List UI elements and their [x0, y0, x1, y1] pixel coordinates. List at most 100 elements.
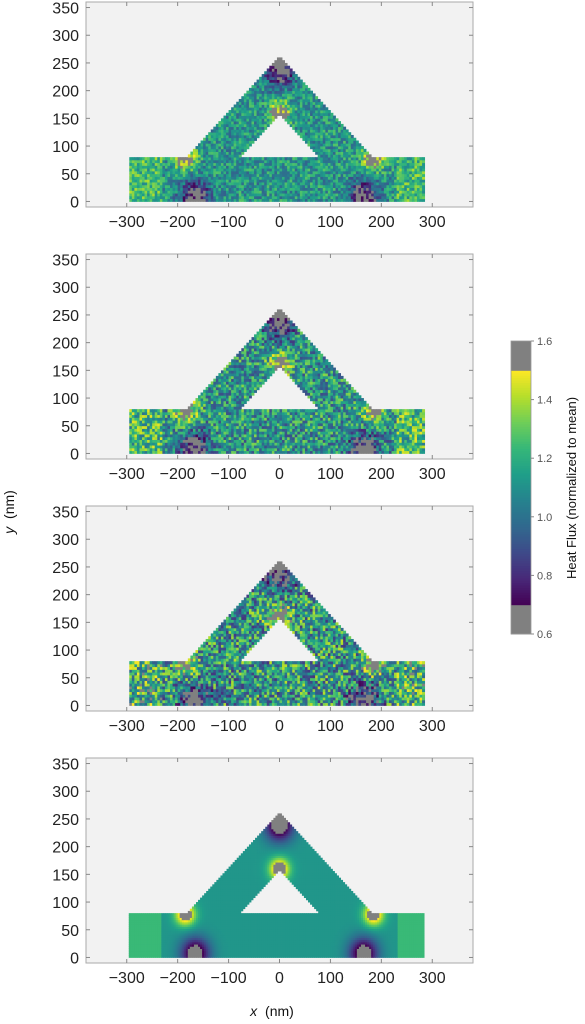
heat-cell: [246, 162, 250, 166]
heat-cell: [246, 345, 250, 349]
heat-cell: [282, 184, 285, 189]
heat-cell: [276, 195, 280, 200]
heat-cell: [287, 82, 291, 86]
heat-cell: [256, 384, 260, 388]
heat-cell: [322, 176, 326, 180]
heat-cell: [205, 425, 209, 429]
heat-cell: [231, 154, 235, 158]
heat-cell: [289, 375, 293, 380]
heat-cell: [266, 195, 270, 200]
heat-cell: [210, 195, 214, 200]
heat-cell: [256, 90, 260, 94]
heat-cell: [297, 79, 301, 83]
heat-cell: [338, 154, 342, 158]
heat-cell: [228, 110, 232, 114]
heat-cell: [366, 198, 370, 202]
heat-cell: [144, 165, 148, 169]
heat-cell: [279, 110, 283, 114]
heat-cell: [388, 176, 392, 180]
heat-cell: [276, 173, 280, 177]
heat-cell: [200, 403, 204, 407]
heat-cell: [304, 384, 308, 388]
heat-cell: [269, 85, 273, 89]
heat-cell: [264, 447, 268, 452]
heat-cell: [164, 168, 168, 172]
heat-cell: [157, 417, 161, 421]
heat-cell: [147, 193, 151, 197]
heat-cell: [198, 148, 201, 152]
heat-cell: [261, 381, 265, 385]
heat-cell: [226, 400, 229, 404]
heat-cell: [254, 434, 257, 438]
heat-cell: [292, 334, 296, 338]
heat-cell: [304, 364, 308, 368]
heat-cell: [208, 195, 212, 200]
heat-cell: [378, 162, 382, 166]
heat-cell: [251, 350, 255, 355]
heat-cell: [259, 112, 263, 116]
heat-cell: [302, 93, 306, 97]
heat-cell: [213, 159, 217, 164]
heat-cell: [251, 184, 255, 189]
heat-cell: [264, 422, 268, 427]
heat-cell: [297, 159, 301, 164]
heat-cell: [167, 170, 171, 175]
heat-cell: [284, 339, 288, 344]
heat-cell: [192, 436, 196, 441]
heat-cell: [208, 132, 212, 136]
heat-cell: [190, 450, 194, 454]
heat-cell: [261, 157, 265, 161]
heat-cell: [287, 326, 291, 330]
heat-cell: [254, 159, 257, 164]
heat-cell: [261, 195, 265, 200]
heat-cell: [238, 176, 242, 180]
heat-cell: [238, 195, 242, 200]
heat-cell: [322, 154, 326, 158]
heat-cell: [205, 450, 209, 454]
heat-cell: [144, 420, 148, 424]
heat-cell: [139, 445, 143, 449]
heat-cell: [363, 170, 367, 175]
heat-cell: [266, 342, 270, 346]
heat-cell: [383, 170, 387, 175]
heat-cell: [220, 195, 224, 200]
heat-cell: [177, 431, 181, 435]
heat-cell: [236, 118, 240, 122]
heat-cell: [238, 112, 242, 116]
x-tick-label: 0: [275, 214, 284, 231]
heat-cell: [238, 104, 242, 108]
heat-cell: [271, 118, 275, 122]
heat-cell: [332, 159, 336, 164]
heat-cell: [259, 373, 263, 377]
heat-cell: [276, 60, 280, 64]
heat-cell: [159, 425, 163, 429]
heat-cell: [254, 187, 257, 191]
heat-cell: [220, 129, 224, 133]
heat-cell: [276, 417, 280, 421]
heat-cell: [236, 151, 240, 155]
heat-cell: [289, 68, 293, 72]
heat-cell: [307, 96, 311, 100]
heat-cell: [164, 176, 168, 180]
heat-cell: [238, 381, 242, 385]
heat-cell: [213, 198, 217, 202]
heat-cell: [205, 386, 209, 391]
heat-cell: [159, 195, 163, 200]
heat-cell: [271, 195, 275, 200]
heat-cell: [297, 82, 301, 86]
heat-cell: [264, 442, 268, 446]
heat-cell: [147, 168, 151, 172]
heat-cell: [231, 375, 235, 380]
heat-cell: [251, 434, 255, 438]
heat-cell: [144, 184, 148, 189]
heat-cell: [139, 428, 143, 432]
heat-cell: [310, 182, 313, 186]
heat-cell: [162, 411, 166, 416]
heat-cell: [131, 190, 135, 194]
heat-cell: [330, 148, 334, 152]
heat-cell: [396, 187, 400, 191]
heat-cell: [215, 195, 219, 200]
heat-cell: [269, 179, 273, 183]
heat-cell: [289, 123, 293, 128]
heat-cell: [241, 115, 245, 119]
